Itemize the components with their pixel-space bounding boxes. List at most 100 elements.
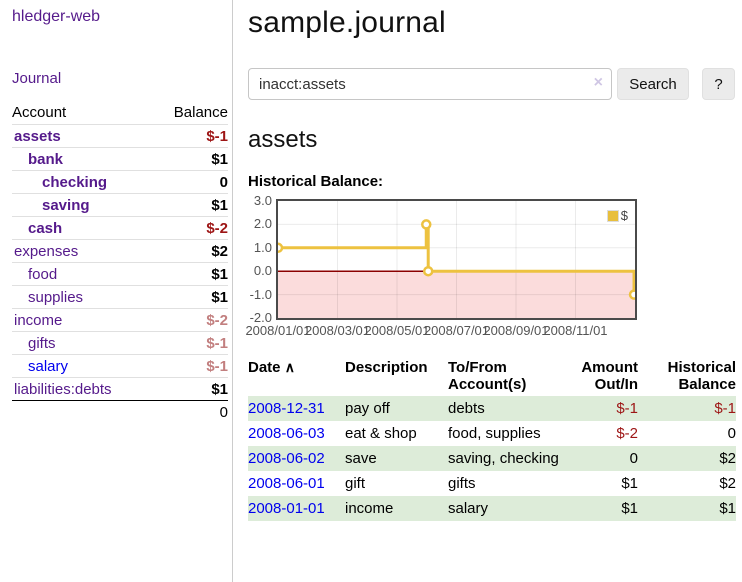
account-link[interactable]: cash [28, 219, 63, 237]
search-form: × Search ? [248, 68, 742, 100]
register-row: 2008-06-01 gift gifts $1 $2 [248, 471, 736, 496]
account-balance: $1 [211, 150, 228, 168]
register-row: 2008-01-01 income salary $1 $1 [248, 496, 736, 521]
account-row: bank $1 [12, 147, 228, 171]
y-axis-tick-label: -1.0 [249, 286, 272, 302]
accounts-col-balance: Balance [173, 104, 228, 121]
register-amount-cell: 0 [629, 450, 638, 467]
account-link[interactable]: bank [28, 150, 64, 168]
journal-nav: Journal [12, 70, 232, 87]
accounts-total-balance: 0 [219, 403, 228, 421]
register-accounts-cell: food, supplies [448, 425, 541, 442]
account-link[interactable]: liabilities:debts [14, 380, 112, 398]
register-col-accounts: To/From Account(s) [448, 359, 527, 393]
search-input[interactable] [248, 68, 612, 100]
register-description-cell: save [345, 450, 377, 467]
app-title: hledger-web [12, 8, 232, 26]
account-row: saving $1 [12, 193, 228, 217]
chart-canvas [272, 201, 640, 318]
register-balance-cell: $1 [719, 500, 736, 517]
account-link[interactable]: expenses [14, 242, 79, 260]
x-axis-tick-label: 2008/01/01 [245, 323, 311, 338]
balance-chart: $ 3.0 2.0 1.0 0.0 -1.0 -2.0 2008/01/01 2008/03/… [245, 193, 668, 341]
register-col-balance: Historical Balance [667, 359, 736, 393]
register-description-cell: eat & shop [345, 425, 417, 442]
register-accounts-cell: gifts [448, 475, 476, 492]
register-date-cell: 2008-12-31 [248, 396, 345, 421]
account-link[interactable]: saving [42, 196, 90, 214]
account-balance: $1 [211, 288, 228, 306]
account-row: gifts $-1 [12, 331, 228, 355]
transaction-date-link[interactable]: 2008-06-03 [248, 425, 325, 442]
account-row: checking 0 [12, 170, 228, 194]
account-row: food $1 [12, 262, 228, 286]
register-header-row: Date ∧ Description To/From Account(s) Am… [248, 356, 736, 396]
x-axis-tick-label: 2008/05/01 [364, 323, 430, 338]
clear-search-icon[interactable]: × [593, 74, 603, 91]
chart-label: Historical Balance: [248, 173, 384, 190]
register-balance-cell: $2 [719, 475, 736, 492]
y-axis-tick-label: 0.0 [253, 263, 272, 279]
accounts-total-row: 0 [12, 400, 228, 424]
account-link[interactable]: assets [14, 127, 61, 145]
chart-legend: $ [605, 207, 629, 224]
register-date-cell: 2008-01-01 [248, 496, 345, 521]
x-axis-tick-label: 2008/03/01 [304, 323, 371, 338]
account-link[interactable]: food [28, 265, 58, 283]
y-axis-tick-label: 3.0 [253, 193, 272, 208]
register-date-cell: 2008-06-01 [248, 471, 345, 496]
register-row: 2008-06-02 save saving, checking 0 $2 [248, 446, 736, 471]
transaction-date-link[interactable]: 2008-06-01 [248, 475, 325, 492]
register-balance-cell: $-1 [714, 400, 736, 417]
transaction-date-link[interactable]: 2008-01-01 [248, 500, 325, 517]
account-balance: $-2 [206, 311, 228, 329]
app-title-link[interactable]: hledger-web [12, 8, 101, 25]
account-balance: $1 [211, 265, 228, 283]
page-title: sample.journal [248, 6, 446, 39]
account-link[interactable]: salary [28, 357, 69, 375]
account-link[interactable]: income [14, 311, 63, 329]
register-balance-cell: 0 [727, 425, 736, 442]
account-heading: assets [248, 126, 318, 153]
account-row: income $-2 [12, 308, 228, 332]
register-col-date[interactable]: Date ∧ [248, 359, 295, 376]
accounts-table: Account Balance assets $-1 bank $1 checking 0… [12, 101, 228, 424]
account-balance: $2 [211, 242, 228, 260]
account-balance: $-2 [206, 219, 228, 237]
sort-asc-icon: ∧ [284, 359, 295, 375]
register-row: 2008-12-31 pay off debts $-1 $-1 [248, 396, 736, 421]
legend-swatch-icon [606, 209, 619, 222]
transaction-date-link[interactable]: 2008-06-02 [248, 450, 325, 467]
search-button[interactable]: Search [617, 68, 689, 100]
account-row: cash $-2 [12, 216, 228, 240]
journal-link[interactable]: Journal [12, 70, 62, 87]
x-axis-tick-label: 2008/09/01 [483, 323, 549, 338]
spacer [12, 401, 152, 424]
register-description-cell: income [345, 500, 394, 517]
sidebar: hledger-web Journal Account Balance asse… [0, 0, 233, 582]
register-amount-cell: $-2 [616, 425, 638, 442]
register-accounts-cell: salary [448, 500, 489, 517]
register-accounts-cell: saving, checking [448, 450, 559, 467]
account-row: expenses $2 [12, 239, 228, 263]
legend-label: $ [620, 208, 628, 223]
account-balance: $-1 [206, 334, 228, 352]
register-amount-cell: $-1 [616, 400, 638, 417]
account-link[interactable]: gifts [28, 334, 56, 352]
register-col-amount: Amount Out/In [581, 359, 638, 393]
register-amount-cell: $1 [621, 475, 638, 492]
account-link[interactable]: supplies [28, 288, 84, 306]
account-balance: $-1 [206, 127, 228, 145]
account-row: salary $-1 [12, 354, 228, 378]
y-axis-tick-label: -2.0 [249, 310, 272, 325]
register-row: 2008-06-03 eat & shop food, supplies $-2 0 [248, 421, 736, 446]
register-table: Date ∧ Description To/From Account(s) Am… [248, 356, 736, 521]
transaction-date-link[interactable]: 2008-12-31 [248, 400, 325, 417]
x-axis-tick-label: 2008/11/01 [543, 323, 608, 338]
account-balance: $1 [211, 196, 228, 214]
register-balance-cell: $2 [719, 450, 736, 467]
account-link[interactable]: checking [42, 173, 108, 191]
y-axis-tick-label: 2.0 [253, 216, 272, 232]
help-button[interactable]: ? [702, 68, 735, 100]
register-description-cell: gift [345, 475, 366, 492]
